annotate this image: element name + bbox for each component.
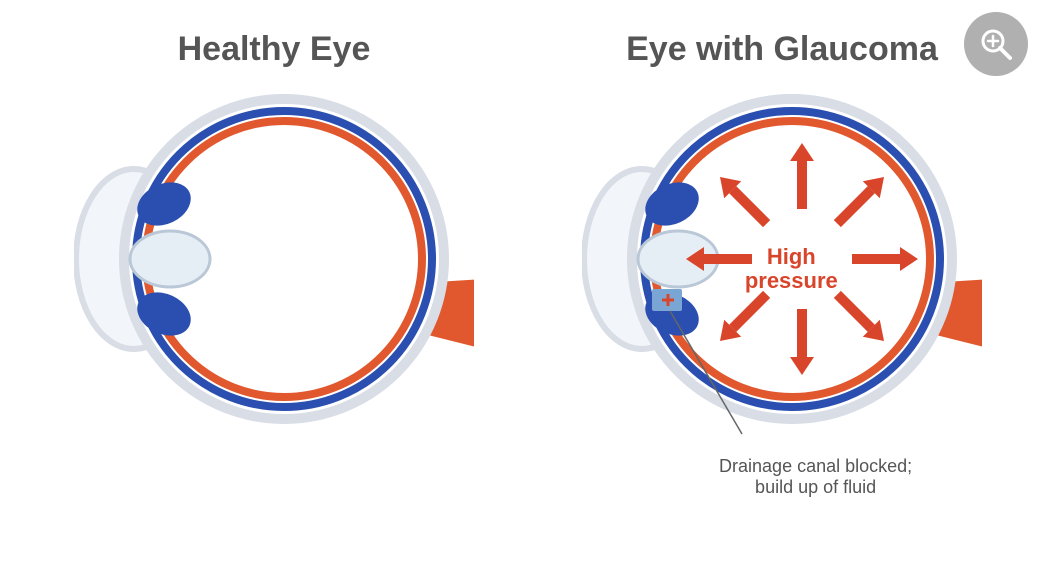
zoom-in-icon xyxy=(978,26,1014,62)
eye-healthy xyxy=(74,89,474,449)
panel-glaucoma: Eye with Glaucoma Highpressure Drainage … xyxy=(548,30,1016,449)
zoom-in-button[interactable] xyxy=(964,12,1028,76)
eye-glaucoma: Highpressure Drainage canal blocked;buil… xyxy=(582,89,982,449)
panel-healthy: Healthy Eye xyxy=(40,30,508,449)
panel-title-healthy: Healthy Eye xyxy=(178,30,371,69)
high-pressure-label: Highpressure xyxy=(745,245,838,293)
panel-title-glaucoma: Eye with Glaucoma xyxy=(626,30,938,69)
eye-healthy-svg xyxy=(74,89,474,449)
drainage-caption: Drainage canal blocked;build up of fluid xyxy=(676,456,956,499)
diagram-container: Healthy Eye Eye with Glaucoma Highpressu… xyxy=(0,0,1056,449)
